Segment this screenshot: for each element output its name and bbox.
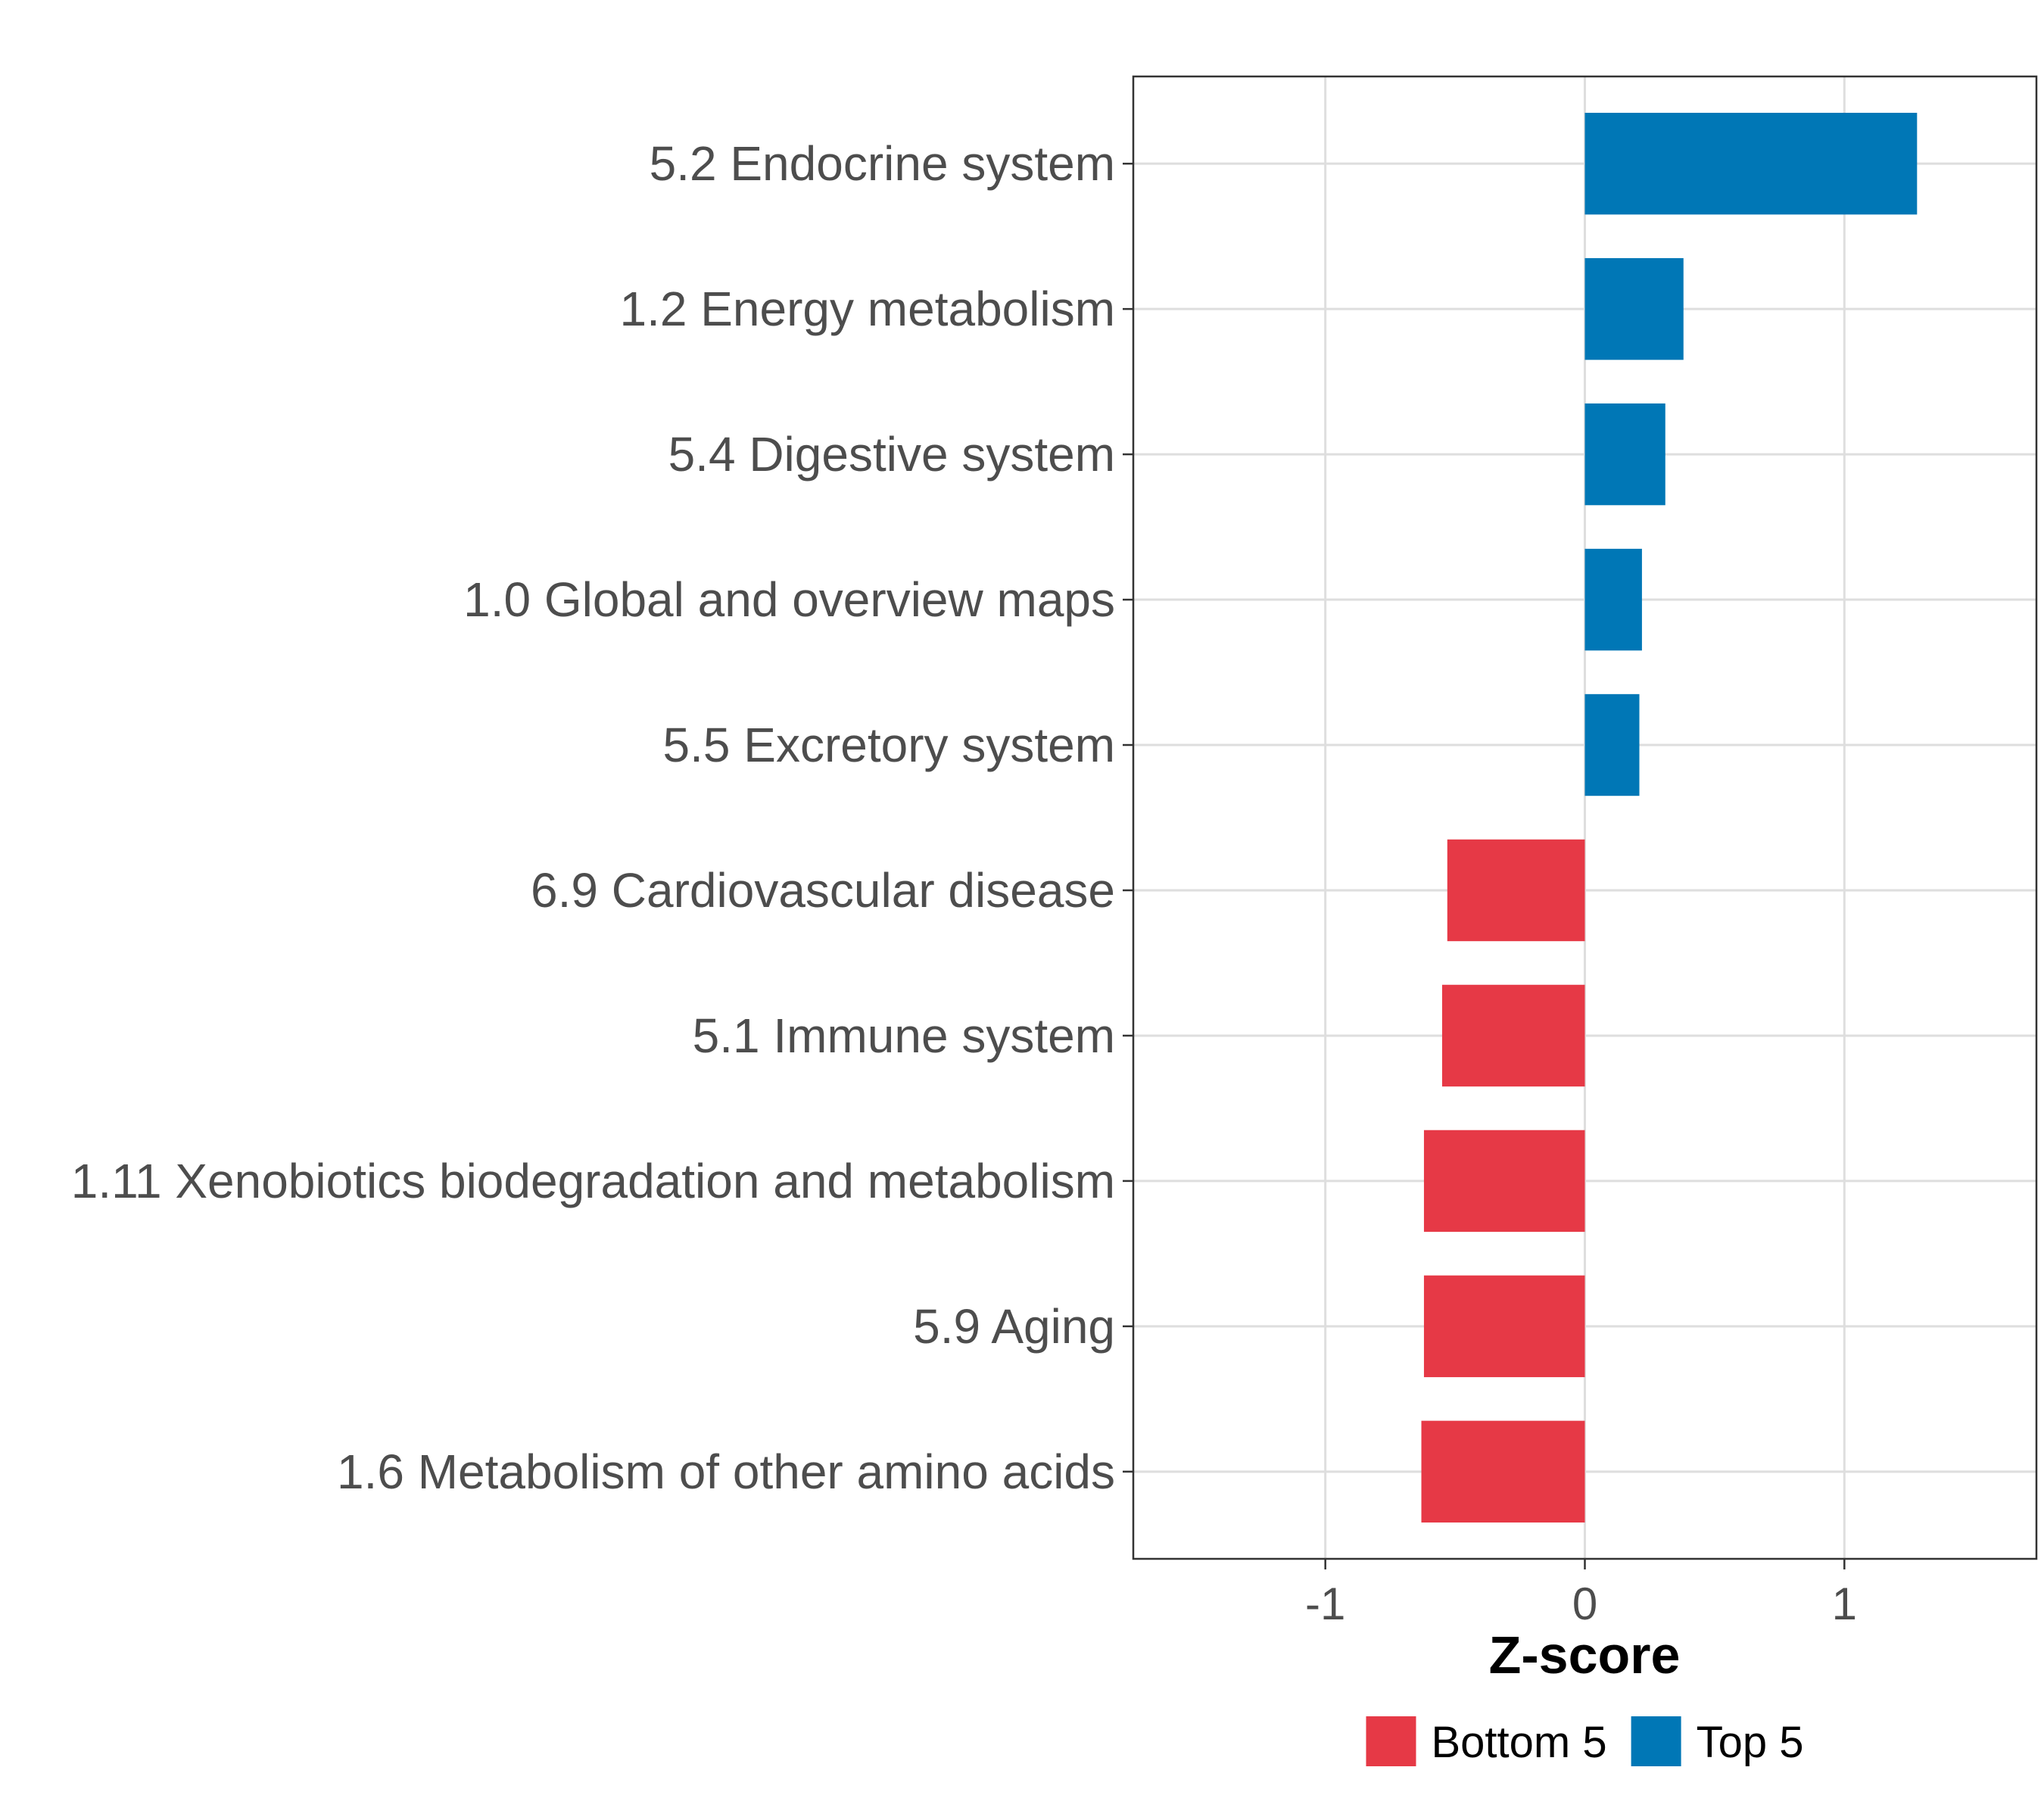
legend: Bottom 5 Top 5 bbox=[1366, 1716, 1804, 1767]
y-tick-label: 5.1 Immune system bbox=[693, 1008, 1115, 1063]
bar bbox=[1441, 984, 1585, 1087]
y-tick-label: 1.6 Metabolism of other amino acids bbox=[337, 1445, 1115, 1499]
bar bbox=[1584, 693, 1640, 796]
y-tick-label: 5.9 Aging bbox=[913, 1299, 1115, 1354]
bar bbox=[1447, 839, 1585, 942]
y-tick-label: 6.9 Cardiovascular disease bbox=[531, 863, 1115, 918]
legend-label: Top 5 bbox=[1697, 1718, 1804, 1767]
y-tick-label: 1.2 Energy metabolism bbox=[619, 282, 1115, 336]
x-axis: -1 0 1 bbox=[1305, 1559, 1857, 1629]
legend-swatch bbox=[1631, 1716, 1681, 1766]
x-tick-label: -1 bbox=[1305, 1579, 1345, 1629]
bar bbox=[1584, 257, 1684, 360]
y-tick-label: 1.11 Xenobiotics biodegradation and meta… bbox=[71, 1154, 1115, 1208]
legend-swatch bbox=[1366, 1716, 1416, 1766]
legend-item: Top 5 bbox=[1631, 1716, 1804, 1767]
legend-label: Bottom 5 bbox=[1431, 1718, 1606, 1767]
bar bbox=[1584, 403, 1665, 506]
bar bbox=[1423, 1130, 1585, 1233]
bar bbox=[1423, 1275, 1585, 1378]
legend-item: Bottom 5 bbox=[1366, 1716, 1607, 1767]
y-tick-label: 5.5 Excretory system bbox=[663, 718, 1116, 772]
y-tick-label: 1.0 Global and overview maps bbox=[463, 572, 1115, 627]
bar bbox=[1584, 112, 1918, 215]
bars-layer bbox=[1421, 112, 1918, 1523]
x-tick-label: 0 bbox=[1572, 1579, 1597, 1629]
x-axis-title: Z-score bbox=[1489, 1625, 1681, 1685]
x-tick-label: 1 bbox=[1832, 1579, 1857, 1629]
y-tick-label: 5.4 Digestive system bbox=[668, 427, 1115, 482]
bar bbox=[1421, 1420, 1585, 1523]
y-tick-label: 5.2 Endocrine system bbox=[650, 136, 1115, 191]
bar bbox=[1584, 548, 1642, 651]
y-axis: 5.2 Endocrine system 1.2 Energy metabolis… bbox=[71, 136, 1133, 1499]
